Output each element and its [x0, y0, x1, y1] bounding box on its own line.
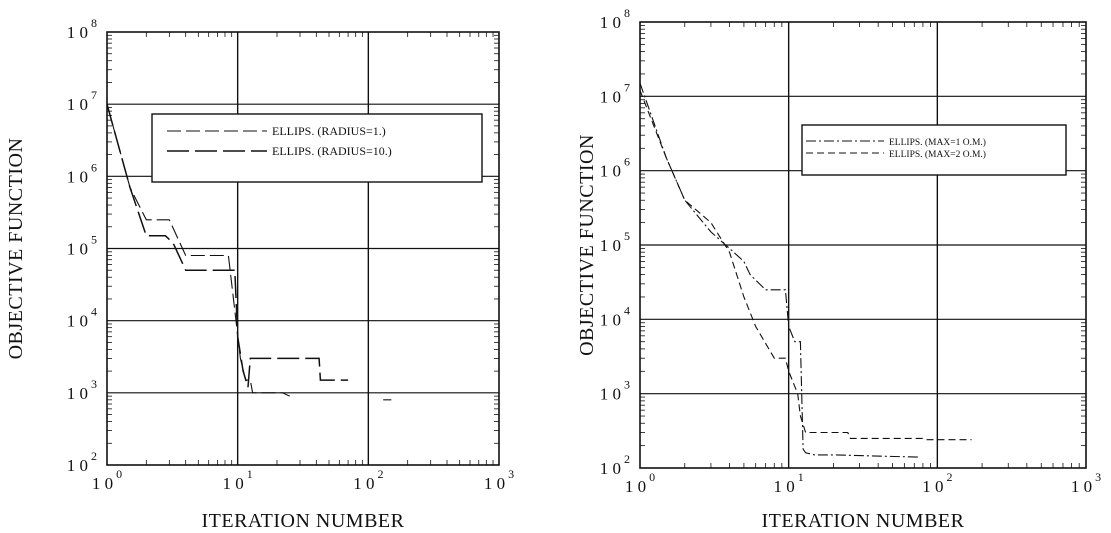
series-line-1 — [639, 83, 918, 458]
plot-frame — [106, 31, 500, 466]
grid — [640, 22, 1086, 468]
y-axis-title: OBJECTIVE FUNCTION — [576, 134, 598, 356]
series-line-1 — [106, 104, 290, 397]
legend: ELLIPS. (RADIUS=1.) ELLIPS. (RADIUS=10.) — [151, 113, 483, 183]
series-line-2 — [639, 90, 972, 441]
legend-label-2: ELLIPS. (MAX=2 O.M.) — [889, 149, 986, 160]
legend-label-1: ELLIPS. (MAX=1 O.M.) — [889, 137, 986, 148]
legend-label-1: ELLIPS. (RADIUS=1.) — [272, 124, 386, 138]
x-axis-title: ITERATION NUMBER — [762, 510, 965, 532]
x-axis-title: ITERATION NUMBER — [202, 510, 405, 532]
legend: ELLIPS. (MAX=1 O.M.)ELLIPS. (MAX=2 O.M.) — [801, 124, 1067, 176]
legend-label-2: ELLIPS. (RADIUS=10.) — [272, 144, 392, 158]
legend-box — [151, 113, 483, 183]
grid — [107, 32, 499, 465]
minor-ticks — [107, 32, 499, 465]
minor-ticks — [640, 22, 1086, 468]
series-line-2 — [106, 104, 349, 388]
plot-frame — [639, 21, 1087, 469]
y-axis-title: OBJECTIVE FUNCTION — [5, 138, 27, 360]
legend-box — [801, 124, 1067, 176]
